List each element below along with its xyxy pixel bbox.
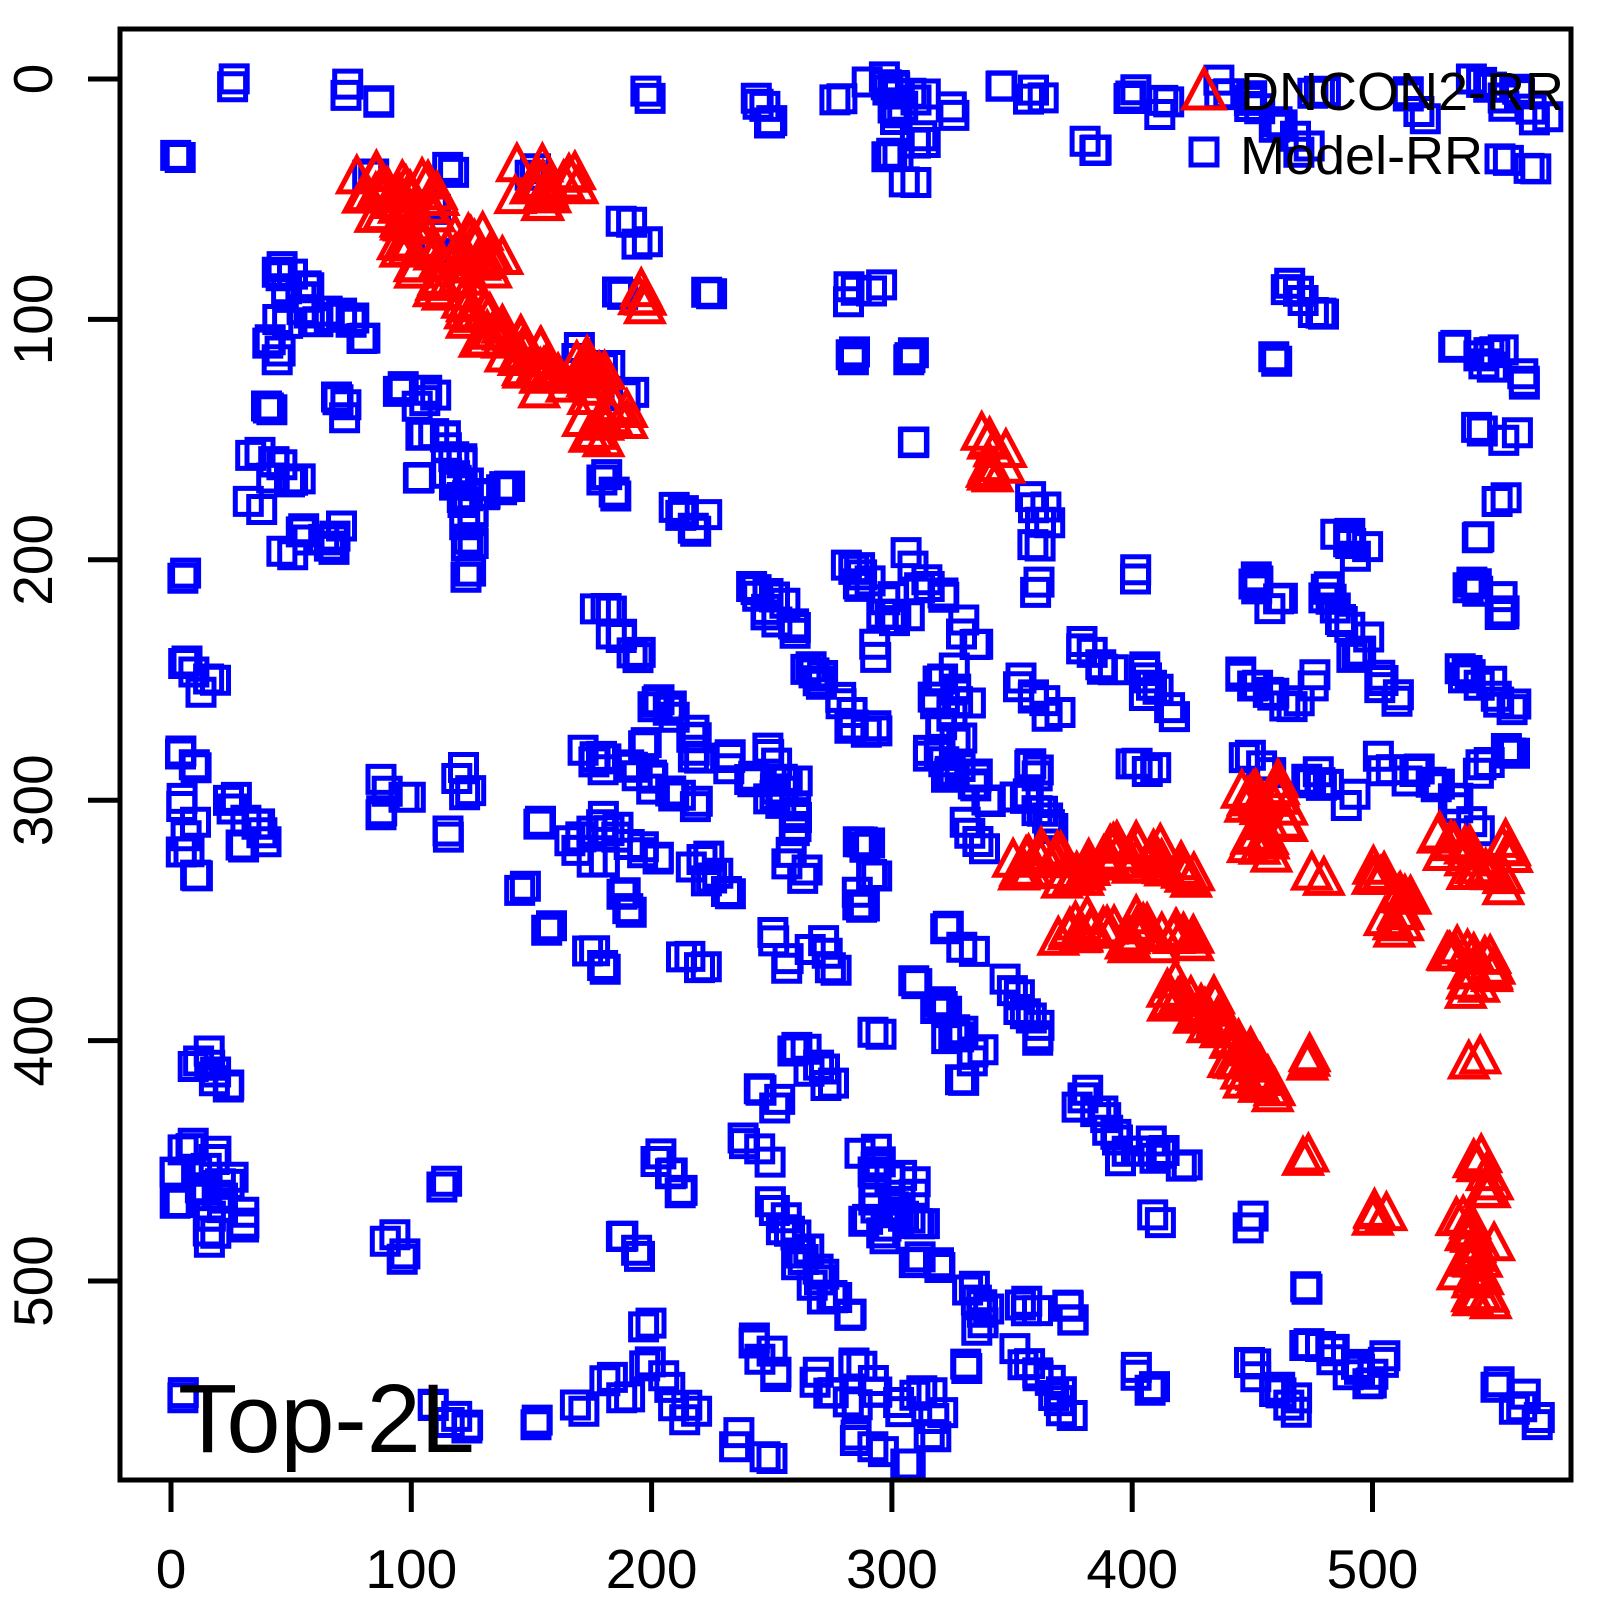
model-rr-points [159, 61, 1564, 1480]
y-tick-label: 500 [2, 1235, 64, 1327]
x-axis: 0 100 200 300 400 500 [156, 1480, 1419, 1600]
y-axis: 0 100 200 300 400 500 [2, 64, 120, 1327]
legend-model-label: Model-RR [1240, 126, 1483, 186]
legend-dncon2-label: DNCON2-RR [1240, 62, 1564, 122]
x-tick-label: 400 [1086, 1538, 1178, 1600]
x-tick-label: 0 [156, 1538, 187, 1600]
y-tick-label: 0 [2, 64, 64, 95]
x-tick-label: 100 [365, 1538, 457, 1600]
legend: DNCON2-RR Model-RR [1179, 62, 1564, 186]
dncon2-rr-points [334, 140, 1535, 1320]
legend-model-marker [1188, 136, 1220, 168]
plot-area [120, 29, 1571, 1480]
y-tick-label: 100 [2, 274, 64, 366]
y-tick-label: 400 [2, 995, 64, 1087]
y-tick-label: 200 [2, 514, 64, 606]
x-tick-label: 300 [846, 1538, 938, 1600]
x-tick-label: 200 [606, 1538, 698, 1600]
plot-border [117, 26, 1574, 1483]
annotation-top-2l: Top-2L [178, 1364, 475, 1473]
y-tick-label: 300 [2, 754, 64, 846]
legend-dncon2-marker [1179, 64, 1229, 111]
x-tick-label: 500 [1327, 1538, 1419, 1600]
